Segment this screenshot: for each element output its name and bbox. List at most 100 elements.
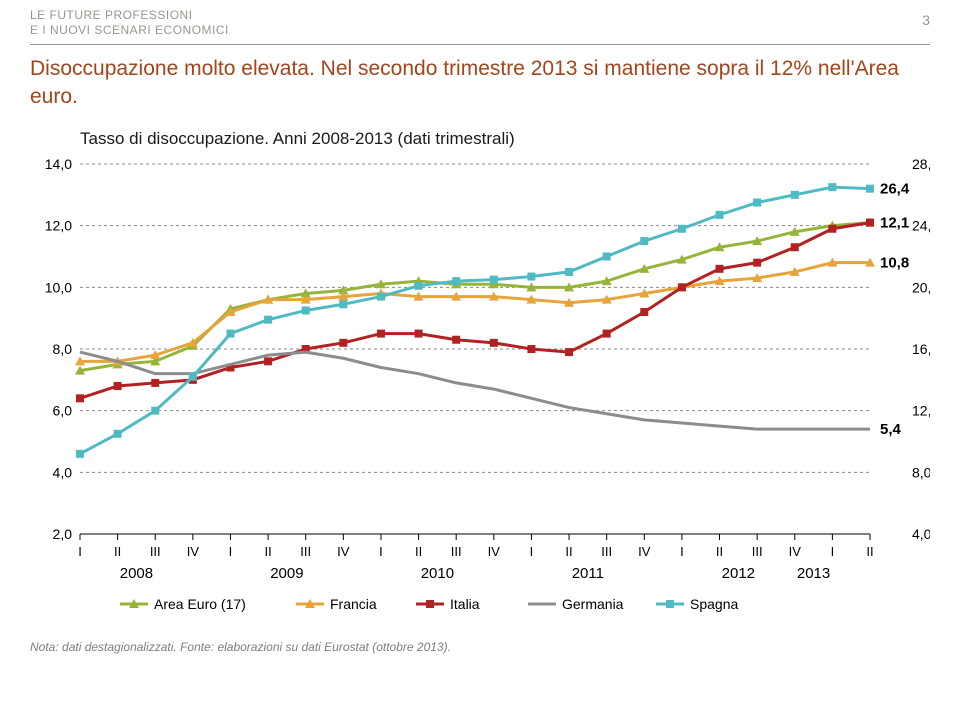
y-left-label: 2,0 — [53, 526, 73, 542]
series-marker — [753, 258, 761, 266]
y-right-label: 28,0 — [912, 156, 930, 172]
x-year-label: 2008 — [120, 565, 153, 582]
series-marker — [678, 283, 686, 291]
series-marker — [302, 306, 310, 314]
series-marker — [264, 315, 272, 323]
x-quarter-label: II — [114, 544, 121, 559]
x-quarter-label: II — [866, 544, 873, 559]
series-marker — [640, 308, 648, 316]
y-right-label: 16,0 — [912, 341, 930, 357]
series-marker — [415, 329, 423, 337]
x-quarter-label: I — [78, 544, 82, 559]
x-quarter-label: III — [300, 544, 311, 559]
legend-label: Italia — [450, 596, 480, 612]
series-marker — [791, 191, 799, 199]
series-marker — [828, 183, 836, 191]
series-line — [80, 352, 870, 429]
page-subtitle: Disoccupazione molto elevata. Nel second… — [30, 55, 930, 112]
x-year-label: 2011 — [572, 565, 604, 582]
series-marker — [114, 382, 122, 390]
series-marker — [339, 300, 347, 308]
chart-title: Tasso di disoccupazione. Anni 2008-2013 … — [80, 129, 515, 148]
x-quarter-label: II — [716, 544, 723, 559]
series-marker — [527, 272, 535, 280]
x-quarter-label: III — [150, 544, 161, 559]
page-number: 3 — [922, 12, 930, 28]
x-quarter-label: III — [752, 544, 763, 559]
series-marker — [339, 339, 347, 347]
legend-label: Germania — [562, 596, 624, 612]
x-quarter-label: III — [601, 544, 612, 559]
y-left-label: 4,0 — [53, 464, 73, 480]
x-quarter-label: IV — [337, 544, 350, 559]
footnote: Nota: dati destagionalizzati. Fonte: ela… — [30, 640, 930, 654]
series-marker — [151, 379, 159, 387]
series-end-label: 10,8 — [880, 254, 909, 271]
series-line — [80, 187, 870, 454]
series-marker — [189, 372, 197, 380]
x-quarter-label: III — [451, 544, 462, 559]
series-line — [80, 262, 870, 361]
series-marker — [565, 268, 573, 276]
y-right-label: 4,0 — [912, 526, 930, 542]
series-marker — [791, 243, 799, 251]
series-marker — [866, 218, 874, 226]
legend-label: Spagna — [690, 596, 738, 612]
y-right-label: 12,0 — [912, 402, 930, 418]
series-marker — [76, 394, 84, 402]
y-left-label: 6,0 — [53, 402, 73, 418]
series-marker — [415, 281, 423, 289]
x-quarter-label: I — [229, 544, 233, 559]
legend-label: Francia — [330, 596, 377, 612]
x-quarter-label: IV — [488, 544, 501, 559]
legend-marker — [426, 600, 434, 608]
series-marker — [828, 224, 836, 232]
series-end-label: 26,4 — [880, 180, 910, 197]
series-marker — [377, 292, 385, 300]
y-right-label: 8,0 — [912, 464, 930, 480]
x-year-label: 2010 — [421, 565, 454, 582]
x-quarter-label: IV — [638, 544, 651, 559]
series-end-label: 5,4 — [880, 421, 902, 438]
x-year-label: 2013 — [797, 565, 830, 582]
series-marker — [264, 357, 272, 365]
header-block: LE FUTURE PROFESSIONI E I NUOVI SCENARI … — [30, 8, 930, 38]
series-marker — [490, 339, 498, 347]
series-marker — [603, 329, 611, 337]
x-quarter-label: IV — [789, 544, 802, 559]
series-end-label: 12,1 — [880, 214, 909, 231]
series-marker — [76, 450, 84, 458]
series-marker — [678, 224, 686, 232]
x-quarter-label: I — [831, 544, 835, 559]
x-quarter-label: II — [264, 544, 271, 559]
series-marker — [452, 277, 460, 285]
y-right-label: 24,0 — [912, 217, 930, 233]
series-marker — [377, 329, 385, 337]
series-marker — [716, 265, 724, 273]
series-marker — [753, 198, 761, 206]
series-marker — [640, 237, 648, 245]
x-quarter-label: II — [415, 544, 422, 559]
header-divider — [30, 44, 930, 45]
y-left-label: 12,0 — [45, 217, 72, 233]
legend-marker — [666, 600, 674, 608]
x-quarter-label: I — [530, 544, 534, 559]
x-year-label: 2012 — [722, 565, 755, 582]
x-quarter-label: I — [379, 544, 383, 559]
legend-label: Area Euro (17) — [154, 596, 246, 612]
y-left-label: 8,0 — [53, 341, 73, 357]
header-line2: E I NUOVI SCENARI ECONOMICI — [30, 23, 930, 38]
series-marker — [490, 275, 498, 283]
series-marker — [452, 335, 460, 343]
y-right-label: 20,0 — [912, 279, 930, 295]
series-marker — [716, 211, 724, 219]
y-left-label: 10,0 — [45, 279, 72, 295]
x-quarter-label: I — [680, 544, 684, 559]
series-marker — [226, 329, 234, 337]
series-marker — [866, 184, 874, 192]
header-line1: LE FUTURE PROFESSIONI — [30, 8, 930, 23]
y-left-label: 14,0 — [45, 156, 72, 172]
x-quarter-label: IV — [187, 544, 200, 559]
chart-svg: Tasso di disoccupazione. Anni 2008-2013 … — [30, 124, 930, 634]
series-marker — [603, 252, 611, 260]
